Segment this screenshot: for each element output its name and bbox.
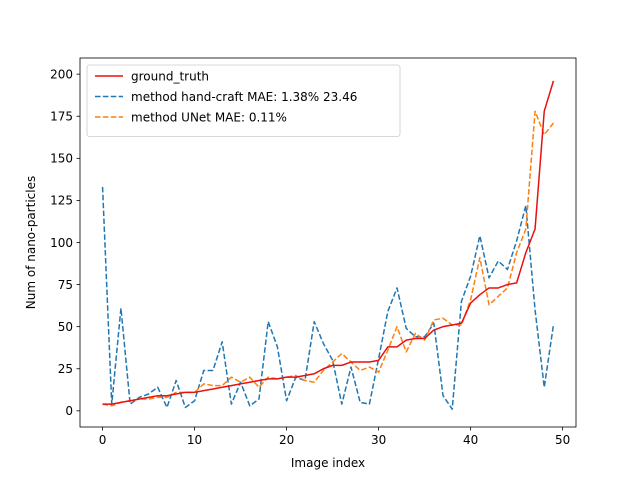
x-tick-label: 50 [555, 433, 570, 447]
legend-box [86, 64, 401, 137]
y-axis-label: Num of nano-particles [24, 176, 38, 309]
x-axis-label: Image index [291, 456, 365, 470]
legend-label-0: ground_truth [131, 69, 209, 83]
y-tick-label: 50 [58, 320, 73, 334]
y-tick-label: 200 [50, 67, 73, 81]
legend-label-1: method hand-craft MAE: 1.38% 23.46 [131, 90, 357, 104]
y-tick-label: 0 [65, 404, 73, 418]
x-tick-label: 10 [187, 433, 202, 447]
x-ticks: 0 10 20 30 40 50 [99, 427, 570, 447]
y-tick-label: 150 [50, 152, 73, 166]
legend-label-2: method UNet MAE: 0.11% [131, 110, 287, 124]
y-ticks: 0 25 50 75 100 125 150 175 200 [50, 67, 80, 418]
y-tick-label: 175 [50, 110, 73, 124]
series-line-0 [102, 80, 555, 405]
plot-lines [101, 80, 555, 410]
x-tick-label: 20 [279, 433, 294, 447]
y-tick-label: 100 [50, 236, 73, 250]
y-tick-label: 125 [50, 194, 73, 208]
x-tick-label: 30 [371, 433, 386, 447]
y-tick-label: 75 [58, 278, 73, 292]
series-line-2 [102, 110, 555, 407]
series-line-1 [101, 186, 555, 410]
x-tick-label: 40 [463, 433, 478, 447]
x-tick-label: 0 [99, 433, 107, 447]
y-tick-label: 25 [58, 362, 73, 376]
